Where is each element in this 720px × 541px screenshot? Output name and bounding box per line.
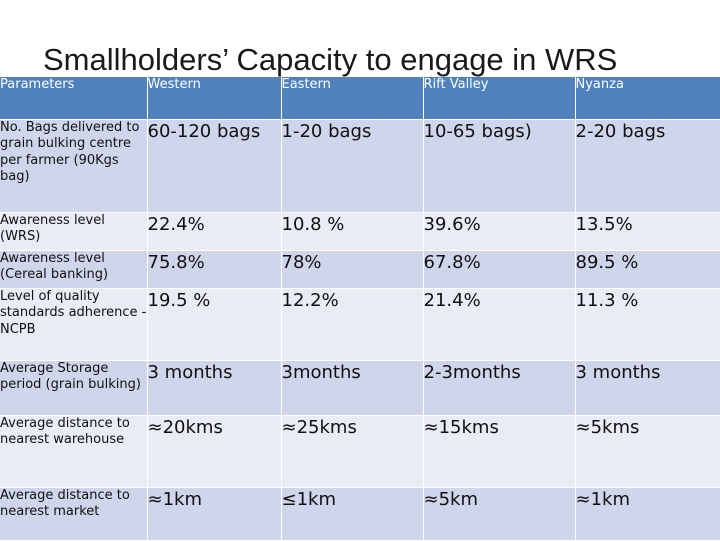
cell-rift-valley: 67.8%	[423, 250, 576, 289]
cell-nyanza: 2-20 bags	[575, 119, 720, 213]
cell-western: 60-120 bags	[147, 119, 282, 213]
row-label: Average distance to nearest warehouse	[0, 415, 148, 488]
row-label: Awareness level (Cereal banking)	[0, 250, 148, 289]
table-row: Awareness level (Cereal banking) 75.8% 7…	[0, 250, 720, 289]
cell-nyanza: 89.5 %	[575, 250, 720, 289]
table-row: Level of quality standards adherence -NC…	[0, 288, 720, 361]
header-parameters: Parameters	[0, 77, 148, 120]
cell-rift-valley: 2-3months	[423, 360, 576, 416]
table-row: Average distance to nearest market ≈1km …	[0, 487, 720, 541]
cell-rift-valley: 21.4%	[423, 288, 576, 361]
cell-eastern: ≈25kms	[281, 415, 424, 488]
table-row: Awareness level (WRS) 22.4% 10.8 % 39.6%…	[0, 212, 720, 251]
cell-rift-valley: 10-65 bags)	[423, 119, 576, 213]
cell-western: 75.8%	[147, 250, 282, 289]
table-row: No. Bags delivered to grain bulking cent…	[0, 119, 720, 213]
row-label: No. Bags delivered to grain bulking cent…	[0, 119, 148, 213]
cell-eastern: 3months	[281, 360, 424, 416]
cell-nyanza: ≈5kms	[575, 415, 720, 488]
cell-rift-valley: ≈15kms	[423, 415, 576, 488]
table-header-row: Parameters Western Eastern Rift Valley N…	[0, 77, 720, 120]
cell-western: 22.4%	[147, 212, 282, 251]
cell-rift-valley: 39.6%	[423, 212, 576, 251]
row-label: Average distance to nearest market	[0, 487, 148, 541]
table-row: Average Storage period (grain bulking) 3…	[0, 360, 720, 416]
cell-western: 3 months	[147, 360, 282, 416]
cell-western: ≈1km	[147, 487, 282, 541]
cell-nyanza: 13.5%	[575, 212, 720, 251]
row-label: Awareness level (WRS)	[0, 212, 148, 251]
row-label: Average Storage period (grain bulking)	[0, 360, 148, 416]
cell-rift-valley: ≈5km	[423, 487, 576, 541]
row-label: Level of quality standards adherence -NC…	[0, 288, 148, 361]
header-eastern: Eastern	[281, 77, 424, 120]
header-rift-valley: Rift Valley	[423, 77, 576, 120]
cell-nyanza: ≈1km	[575, 487, 720, 541]
cell-eastern: ≤1km	[281, 487, 424, 541]
header-nyanza: Nyanza	[575, 77, 720, 120]
cell-nyanza: 11.3 %	[575, 288, 720, 361]
cell-western: ≈20kms	[147, 415, 282, 488]
header-western: Western	[147, 77, 282, 120]
cell-eastern: 10.8 %	[281, 212, 424, 251]
slide-title: Smallholders’ Capacity to engage in WRS	[43, 42, 618, 77]
table-row: Average distance to nearest warehouse ≈2…	[0, 415, 720, 488]
capacity-table: Parameters Western Eastern Rift Valley N…	[0, 77, 720, 541]
cell-eastern: 78%	[281, 250, 424, 289]
cell-eastern: 1-20 bags	[281, 119, 424, 213]
cell-nyanza: 3 months	[575, 360, 720, 416]
cell-western: 19.5 %	[147, 288, 282, 361]
cell-eastern: 12.2%	[281, 288, 424, 361]
